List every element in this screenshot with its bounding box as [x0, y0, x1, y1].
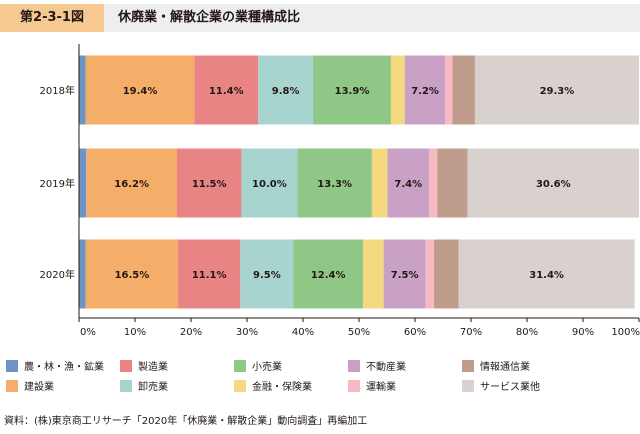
- data-label: 13.3%: [317, 179, 352, 190]
- legend-swatch: [462, 360, 474, 372]
- data-label: 10.0%: [252, 179, 287, 190]
- x-tick-label: 10%: [124, 327, 146, 338]
- bar-segment: [293, 239, 363, 309]
- legend-label: 不動産業: [366, 360, 406, 373]
- bar-segment: [177, 148, 242, 218]
- bar-segment: [383, 239, 426, 309]
- x-tick-label: 70%: [460, 327, 482, 338]
- legend-swatch: [6, 380, 18, 392]
- x-tick-label: 100%: [611, 327, 640, 338]
- bar-segment: [390, 55, 405, 125]
- data-label: 11.5%: [192, 179, 227, 190]
- bar-segment: [404, 55, 446, 125]
- legend-label: 農・林・漁・鉱業: [24, 360, 104, 373]
- legend-swatch: [462, 380, 474, 392]
- legend-label: 金融・保険業: [252, 380, 312, 393]
- x-tick-label: 60%: [404, 327, 426, 338]
- stacked-bar-chart: 19.4% 11.4% 9.8% 13.9% 7.2% 29.3% 2018年 16.2% 11…: [6, 44, 640, 393]
- bar-segment: [79, 148, 87, 218]
- data-label: 11.4%: [209, 86, 244, 97]
- bar-segment: [458, 239, 635, 309]
- data-label: 7.5%: [391, 270, 419, 281]
- figure-header: 第2-3-1図 休廃業・解散企業の業種構成比: [0, 0, 640, 36]
- bar-segment: [467, 148, 639, 218]
- bar-segment: [79, 55, 86, 125]
- bar-segment: [240, 239, 294, 309]
- x-tick-label: 90%: [572, 327, 594, 338]
- data-label: 13.9%: [335, 86, 370, 97]
- legend-label: 情報通信業: [480, 360, 530, 373]
- bar-segment: [474, 55, 639, 125]
- bar-segment: [437, 148, 468, 218]
- bar-segment: [387, 148, 429, 218]
- bar-segment: [85, 239, 179, 309]
- data-label: 9.8%: [272, 86, 300, 97]
- figure-title: 休廃業・解散企業の業種構成比: [104, 4, 640, 32]
- data-label: 31.4%: [529, 270, 564, 281]
- bar-segment: [425, 239, 435, 309]
- legend-label: 建設業: [24, 380, 54, 393]
- x-tick-label: 80%: [516, 327, 538, 338]
- bar-segment: [313, 55, 391, 125]
- legend-swatch: [120, 380, 132, 392]
- x-tick-label: 0%: [80, 327, 96, 338]
- bar-segment: [452, 55, 475, 125]
- bar-segment: [434, 239, 459, 309]
- bar-segment: [445, 55, 453, 125]
- data-label: 11.1%: [192, 270, 227, 281]
- data-label: 12.4%: [311, 270, 346, 281]
- data-label: 19.4%: [123, 86, 158, 97]
- category-label: 2018年: [40, 84, 75, 97]
- data-label: 16.5%: [115, 270, 150, 281]
- bar-segment: [241, 148, 298, 218]
- category-label: 2020年: [40, 268, 75, 281]
- bar-segment: [362, 239, 384, 309]
- legend-swatch: [348, 360, 360, 372]
- data-label: 30.6%: [536, 179, 571, 190]
- x-tick-label: 20%: [180, 327, 202, 338]
- x-tick-label: 30%: [236, 327, 258, 338]
- legend-label: サービス業他: [480, 380, 540, 393]
- legend-label: 卸売業: [138, 380, 168, 393]
- legend-swatch: [234, 360, 246, 372]
- bar-segment: [429, 148, 438, 218]
- legend-swatch: [348, 380, 360, 392]
- data-label: 16.2%: [114, 179, 149, 190]
- bar-segment: [86, 148, 177, 218]
- x-tick-label: 40%: [292, 327, 314, 338]
- legend-swatch: [120, 360, 132, 372]
- category-label: 2019年: [40, 177, 75, 190]
- x-tick-label: 50%: [348, 327, 370, 338]
- legend-swatch: [234, 380, 246, 392]
- data-label: 7.4%: [394, 179, 422, 190]
- bar-segment: [178, 239, 241, 309]
- legend-label: 運輸業: [366, 380, 396, 393]
- legend-label: 製造業: [138, 360, 168, 373]
- bar-segment: [258, 55, 314, 125]
- bar-segment: [79, 239, 86, 309]
- data-label: 7.2%: [411, 86, 439, 97]
- legend-swatch: [6, 360, 18, 372]
- legend-label: 小売業: [252, 360, 282, 373]
- bar-segment: [371, 148, 388, 218]
- data-label: 9.5%: [253, 270, 281, 281]
- data-label: 29.3%: [540, 86, 575, 97]
- bar-segment: [85, 55, 195, 125]
- bar-segment: [194, 55, 259, 125]
- source-note: 資料：(株)東京商工リサーチ「2020年「休廃業・解散企業」動向調査」再編加工: [4, 416, 368, 427]
- figure-label: 第2-3-1図: [0, 4, 104, 32]
- bar-segment: [297, 148, 372, 218]
